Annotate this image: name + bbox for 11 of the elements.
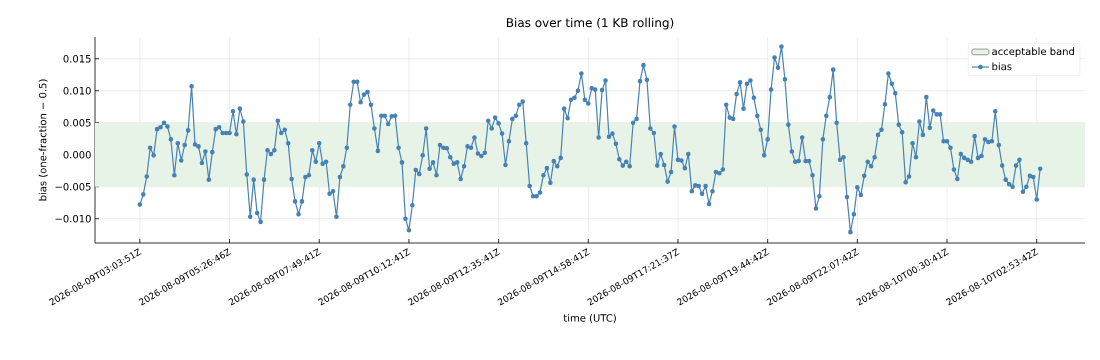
y-tick-label: −0.005 [55,182,91,191]
chart-title: Bias over time (1 KB rolling) [506,17,674,30]
y-tick-label: 0.010 [63,86,91,95]
y-tick-label: −0.010 [55,214,91,223]
y-axis-title: bias (one-fraction − 0.5) [38,79,48,201]
y-tick-label: 0.005 [63,118,91,127]
y-tick-label: 0.015 [63,54,91,63]
legend-label: bias [992,62,1012,71]
legend-label: acceptable band [992,47,1074,58]
x-axis-title: time (UTC) [563,313,616,323]
y-tick-label: 0.000 [63,150,91,159]
